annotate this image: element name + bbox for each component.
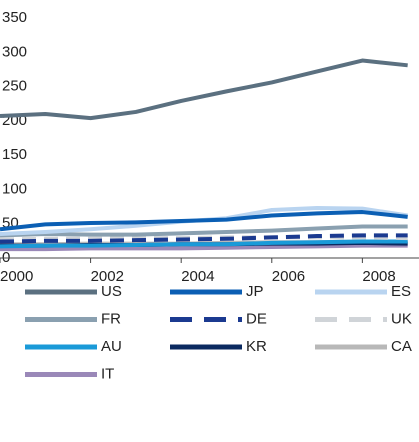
y-tick-label: 300	[2, 43, 27, 60]
legend-label: AU	[101, 338, 122, 355]
legend-label: DE	[246, 310, 267, 327]
x-tick-label: 2004	[181, 268, 214, 285]
legend-label: UK	[391, 310, 412, 327]
legend-label: JP	[246, 283, 264, 300]
x-tick-label: 2006	[272, 268, 305, 285]
x-tick-label: 2000	[0, 268, 33, 285]
y-tick-label: 0	[2, 249, 10, 266]
x-tick-label: 2008	[362, 268, 395, 285]
y-tick-label: 100	[2, 180, 27, 197]
series-line	[0, 243, 408, 252]
y-tick-label: 150	[2, 146, 27, 163]
legend-label: FR	[101, 310, 121, 327]
plot-area	[0, 58, 408, 252]
legend-label: IT	[101, 365, 114, 382]
legend-label: CA	[391, 338, 412, 355]
legend-label: US	[101, 283, 122, 300]
legend-label: KR	[246, 338, 267, 355]
legend-label: ES	[391, 283, 411, 300]
series-line	[0, 239, 408, 249]
y-tick-label: 350	[2, 9, 27, 26]
series-line	[0, 233, 408, 244]
x-tick-label: 2002	[91, 268, 124, 285]
series-line	[0, 210, 408, 232]
y-tick-label: 250	[2, 78, 27, 95]
series-line	[0, 224, 408, 238]
series-line	[0, 58, 408, 121]
